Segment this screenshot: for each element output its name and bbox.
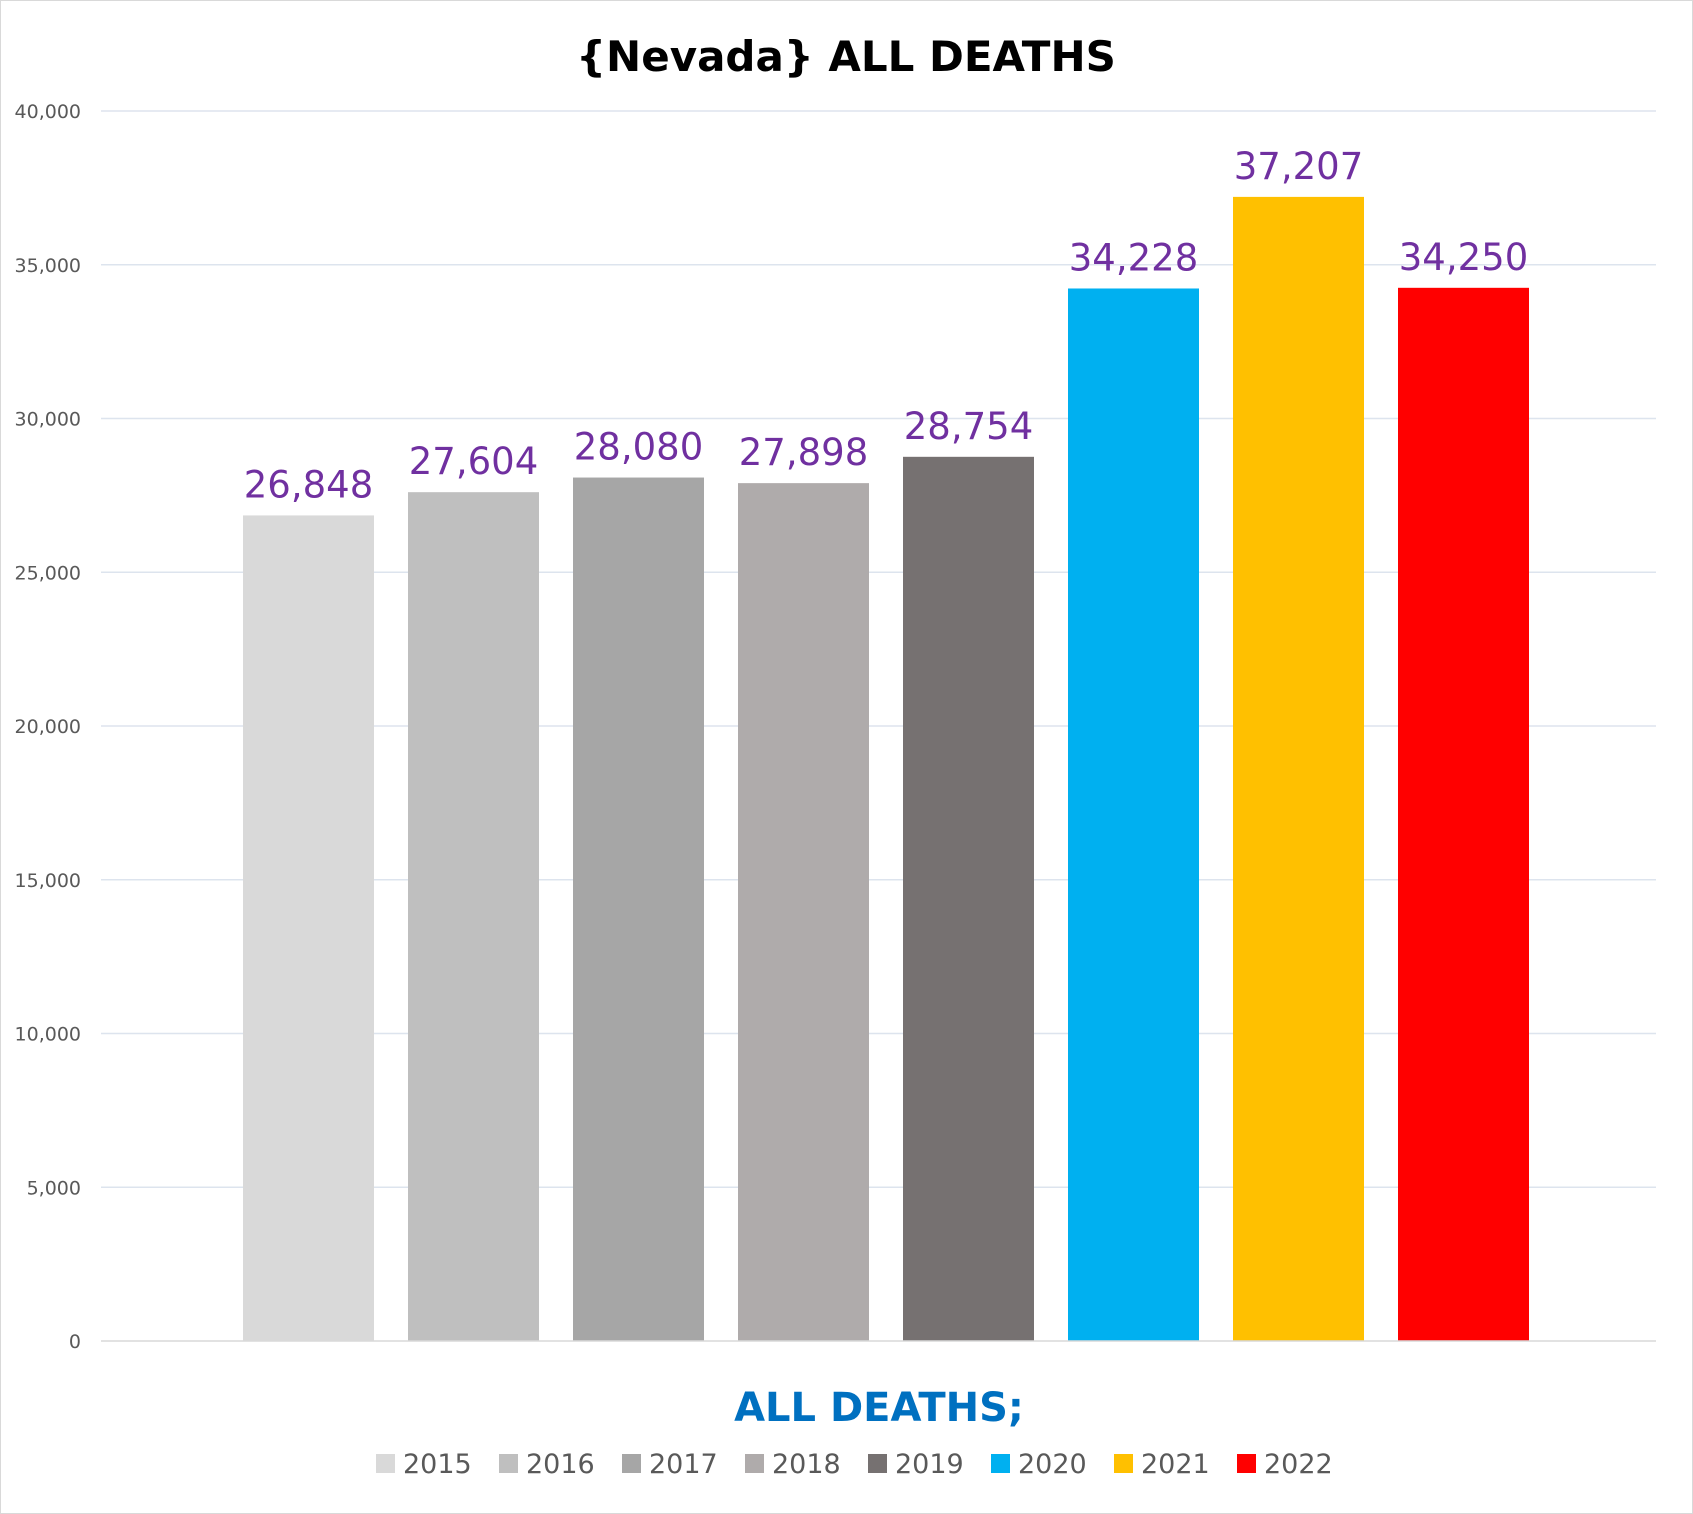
data-label-2021: 37,207 xyxy=(1234,145,1363,188)
bar-2019 xyxy=(903,456,1034,1341)
chart-title: {Nevada} ALL DEATHS xyxy=(576,32,1116,81)
y-tick-label: 40,000 xyxy=(15,101,81,123)
y-tick-label: 35,000 xyxy=(15,255,81,277)
legend-label-2019: 2019 xyxy=(895,1449,964,1480)
y-tick-label: 0 xyxy=(69,1331,81,1353)
data-label-2022: 34,250 xyxy=(1399,236,1528,279)
legend-swatch-2021 xyxy=(1114,1454,1133,1473)
data-label-2015: 26,848 xyxy=(244,463,373,506)
data-label-2017: 28,080 xyxy=(574,426,703,469)
bar-2021 xyxy=(1233,196,1364,1341)
data-label-2018: 27,898 xyxy=(739,431,868,474)
legend-label-2020: 2020 xyxy=(1018,1449,1087,1480)
legend-swatch-2015 xyxy=(376,1454,395,1473)
data-label-2020: 34,228 xyxy=(1069,236,1198,279)
legend-label-2016: 2016 xyxy=(526,1449,595,1480)
legend-label-2015: 2015 xyxy=(403,1449,472,1480)
y-tick-label: 30,000 xyxy=(15,409,81,431)
legend-swatch-2018 xyxy=(745,1454,764,1473)
bar-2016 xyxy=(408,492,539,1341)
y-tick-label: 10,000 xyxy=(15,1024,81,1046)
bar-2015 xyxy=(243,515,374,1341)
legend-swatch-2020 xyxy=(991,1454,1010,1473)
legend-label-2022: 2022 xyxy=(1264,1449,1333,1480)
legend-swatch-2019 xyxy=(868,1454,887,1473)
legend-swatch-2016 xyxy=(499,1454,518,1473)
bar-2018 xyxy=(738,483,869,1342)
legend-label-2018: 2018 xyxy=(772,1449,841,1480)
data-label-2019: 28,754 xyxy=(904,405,1033,448)
bar-2017 xyxy=(573,477,704,1341)
legend-label-2017: 2017 xyxy=(649,1449,718,1480)
x-axis-title: ALL DEATHS; xyxy=(734,1385,1024,1431)
data-labels: 26,848 27,604 28,080 27,898 28,754 34,228 37,2… xyxy=(244,145,1528,507)
y-tick-label: 5,000 xyxy=(27,1177,81,1199)
bar-2020 xyxy=(1068,288,1199,1341)
y-axis-tick-labels: 0 5,000 10,000 15,000 20,000 25,000 30,000 35,0… xyxy=(15,101,81,1353)
y-tick-label: 20,000 xyxy=(15,716,81,738)
legend-swatch-2017 xyxy=(622,1454,641,1473)
y-tick-label: 25,000 xyxy=(15,562,81,584)
y-tick-label: 15,000 xyxy=(15,870,81,892)
bar-2022 xyxy=(1398,287,1529,1341)
legend-swatch-2022 xyxy=(1237,1454,1256,1473)
bars xyxy=(243,196,1529,1342)
legend-label-2021: 2021 xyxy=(1141,1449,1210,1480)
legend: 2015 2016 2017 2018 2019 2020 2021 2022 xyxy=(376,1449,1333,1480)
data-label-2016: 27,604 xyxy=(409,440,538,483)
